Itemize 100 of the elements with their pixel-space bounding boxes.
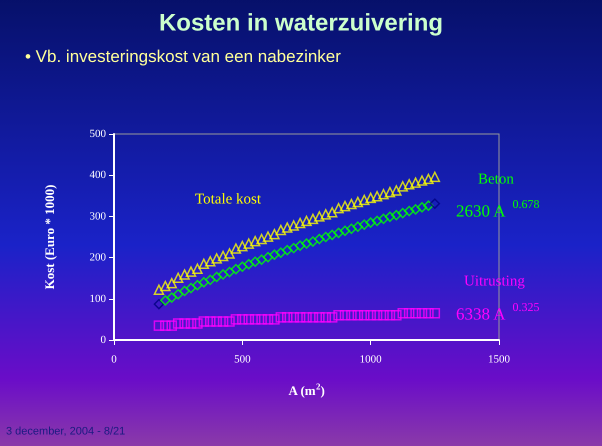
y-tick-label: 0	[100, 334, 106, 346]
point	[160, 320, 171, 331]
point	[326, 312, 338, 323]
point	[218, 316, 228, 327]
point	[301, 238, 312, 249]
point	[186, 282, 196, 294]
point	[359, 194, 370, 206]
point	[352, 221, 364, 232]
point	[359, 219, 370, 230]
point	[430, 308, 440, 318]
point	[320, 232, 331, 242]
point	[244, 314, 254, 325]
y-tick-label: 100	[90, 292, 106, 305]
point	[172, 318, 184, 329]
point	[198, 258, 210, 270]
point	[384, 186, 396, 198]
point	[192, 280, 203, 290]
point	[430, 198, 440, 209]
point	[340, 310, 350, 321]
point	[294, 312, 306, 323]
point	[288, 312, 299, 323]
point	[230, 314, 242, 325]
point	[314, 211, 325, 222]
point	[192, 263, 203, 274]
point	[154, 284, 164, 295]
point	[423, 200, 434, 211]
point	[340, 226, 350, 236]
point	[301, 312, 312, 323]
point	[256, 314, 267, 325]
point	[391, 185, 402, 196]
point	[352, 196, 364, 208]
x-tick-label: 500	[234, 354, 252, 366]
point	[282, 312, 292, 323]
y-axis-title: Kost (Euro * 1000)	[42, 184, 57, 290]
x-tick-label: 1000	[360, 354, 382, 366]
point	[372, 310, 382, 321]
point	[430, 172, 440, 182]
point	[391, 310, 402, 321]
point	[224, 248, 235, 259]
point	[179, 269, 190, 280]
point	[288, 242, 299, 254]
point	[404, 308, 414, 318]
point	[186, 318, 196, 329]
point	[352, 310, 364, 321]
point	[269, 249, 280, 260]
point	[262, 231, 274, 242]
point	[186, 266, 196, 277]
point	[282, 222, 292, 233]
point	[211, 316, 222, 327]
point	[166, 292, 177, 303]
point	[301, 216, 312, 226]
point	[205, 256, 216, 267]
point	[346, 310, 357, 321]
point	[205, 316, 216, 327]
point	[410, 177, 421, 188]
point	[276, 224, 286, 236]
point	[416, 202, 428, 213]
point	[372, 216, 382, 226]
point	[404, 179, 414, 190]
point	[218, 269, 228, 280]
point	[340, 200, 350, 212]
chart-title: Kosten in waterzuivering	[158, 10, 444, 36]
point	[237, 314, 248, 325]
y-tick-label: 500	[90, 128, 106, 140]
point	[198, 277, 210, 288]
point	[262, 252, 274, 262]
point	[378, 188, 389, 200]
point	[250, 256, 260, 267]
point	[179, 286, 190, 296]
text: 3 december, 2004 - 8/21	[6, 426, 126, 438]
point	[410, 204, 421, 215]
point	[365, 217, 376, 228]
point	[423, 174, 434, 184]
point	[365, 310, 376, 321]
point	[262, 314, 274, 325]
point	[250, 236, 260, 246]
point	[154, 298, 164, 310]
point	[198, 316, 210, 327]
point	[244, 238, 254, 249]
point	[192, 318, 203, 329]
point	[359, 310, 370, 321]
point	[172, 289, 184, 300]
point	[256, 234, 267, 244]
point	[294, 240, 306, 251]
point	[288, 220, 299, 231]
point	[276, 312, 286, 323]
point	[333, 310, 344, 321]
point	[160, 280, 171, 292]
point	[160, 295, 171, 306]
point	[166, 278, 177, 288]
point	[378, 310, 389, 321]
point	[276, 247, 286, 258]
point	[237, 240, 248, 252]
series-label: Totale kost	[195, 192, 262, 208]
x-tick-label: 1500	[488, 354, 510, 366]
point	[230, 243, 242, 254]
point	[308, 236, 318, 247]
point	[166, 320, 177, 331]
point	[346, 224, 357, 234]
point	[326, 207, 338, 218]
